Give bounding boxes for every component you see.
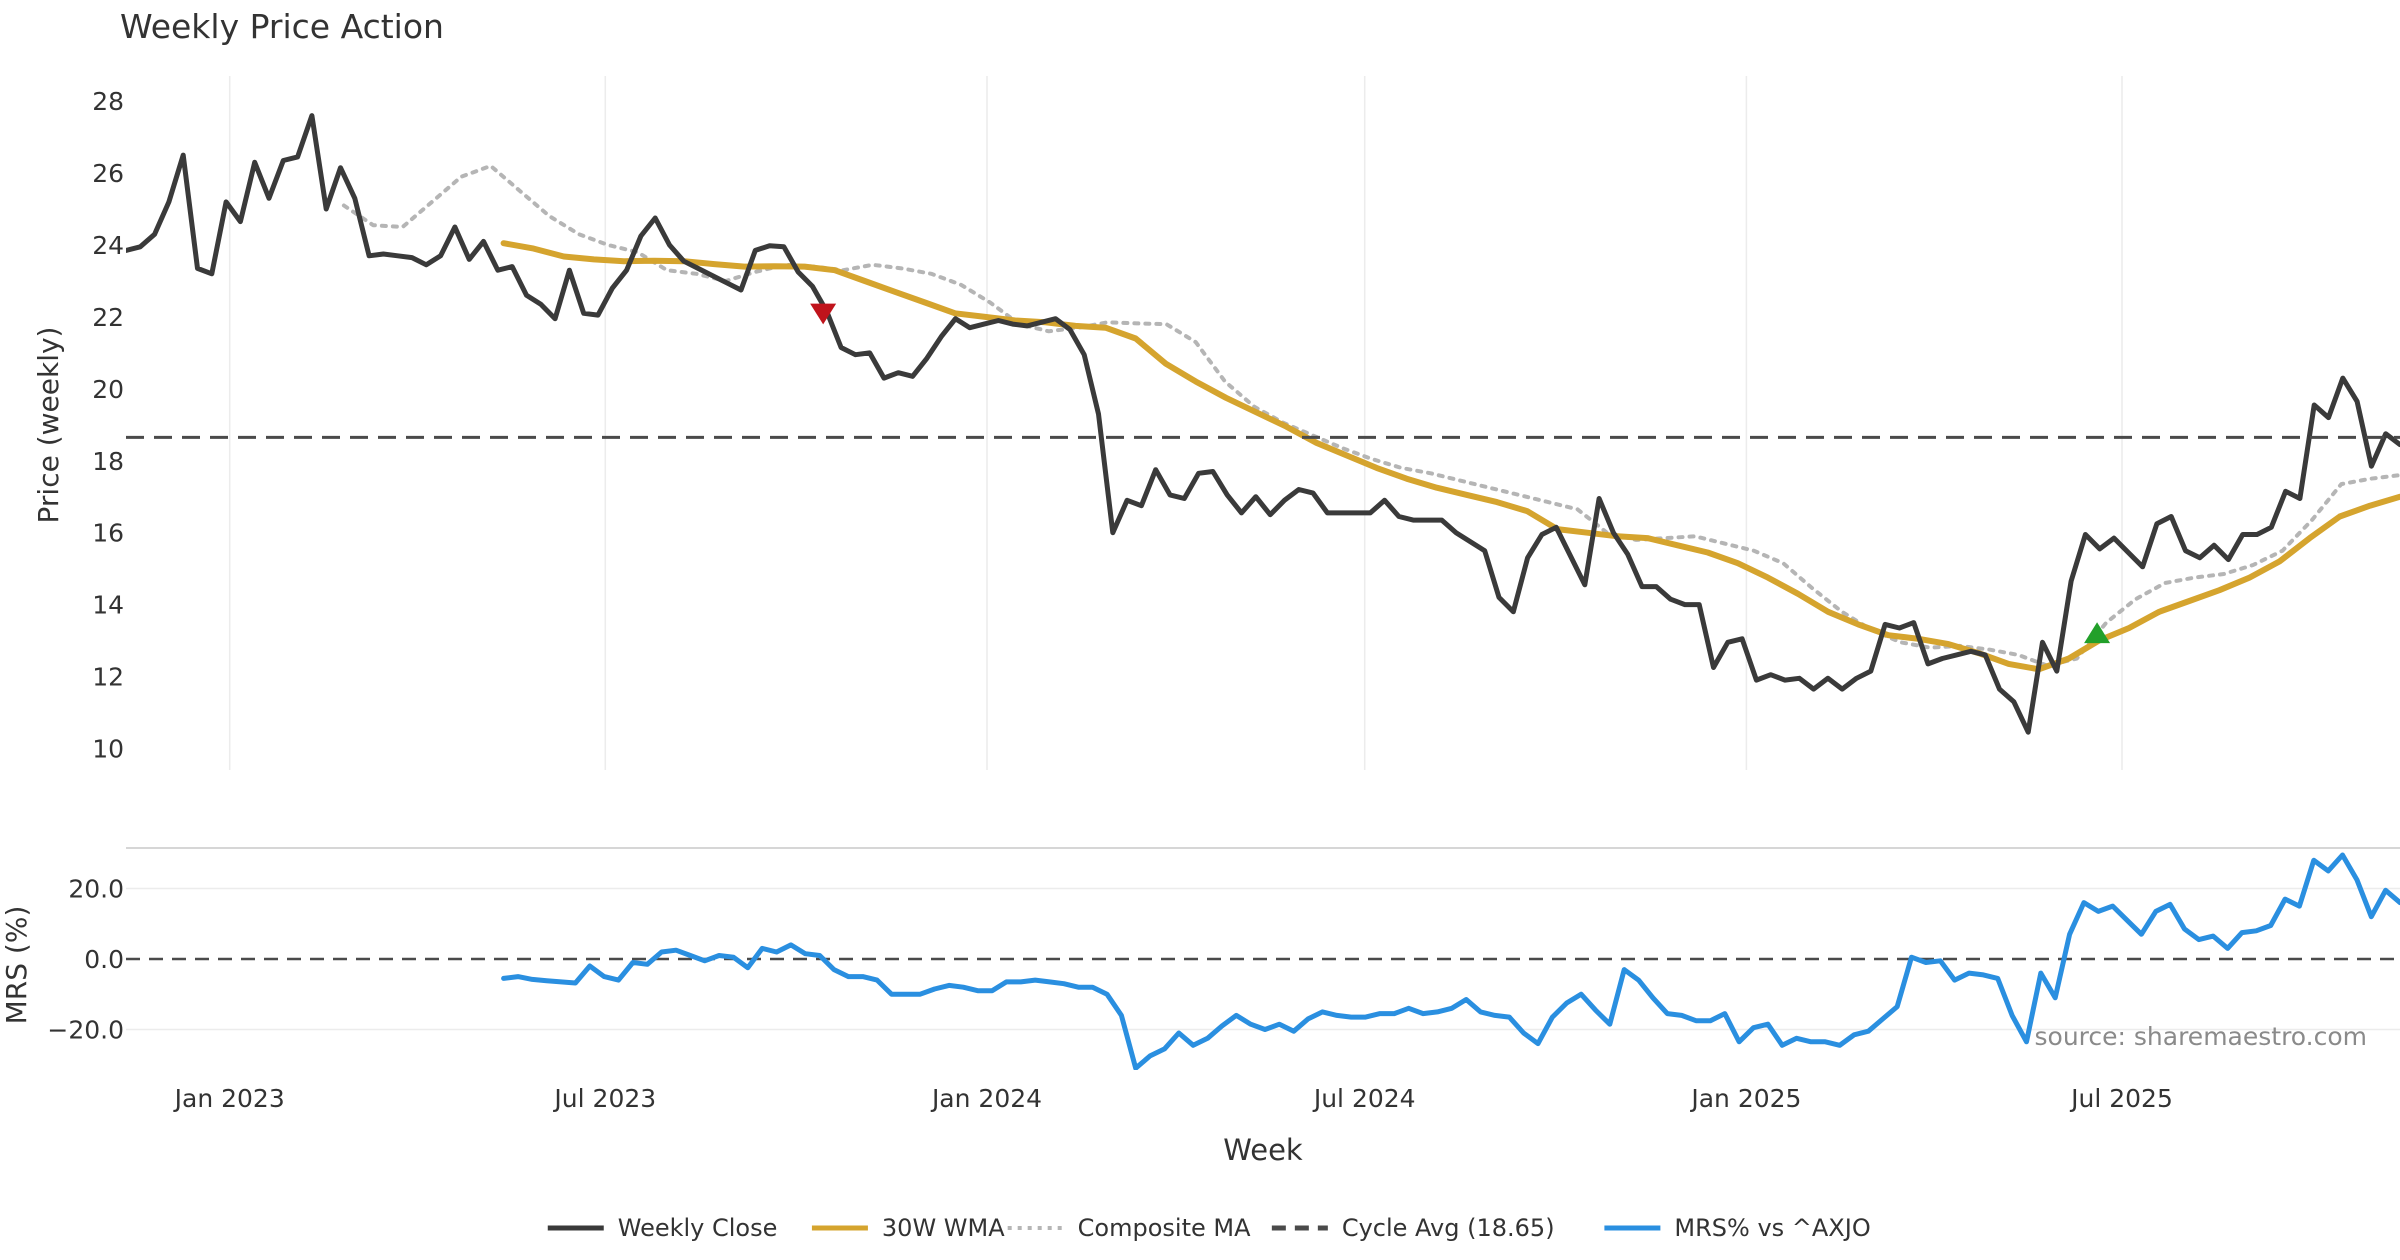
mrs-tick-20: −20.0 [47,1016,124,1045]
series-weekly-close [126,113,2400,735]
legend-label-cycle-avg-18-65: Cycle Avg (18.65) [1342,1214,1555,1242]
x-tick-jul-2025: Jul 2025 [2069,1084,2173,1113]
x-tick-labels: Jan 2023 Jul 2023 Jan 2024 Jul 2024 Jan 2025… [173,1084,2173,1113]
price-tick-20: 20 [92,375,124,404]
legend-label-weekly-close: Weekly Close [618,1214,778,1242]
signal-markers [810,303,2111,644]
legend: Weekly Close 30W WMA Composite MA Cycle Avg… [547,1214,1871,1242]
price-grid [228,76,2123,770]
mrs-grid [126,887,2400,1031]
x-tick-jul-2023: Jul 2023 [552,1084,656,1113]
price-axis-label: Price (weekly) [32,327,65,524]
x-tick-jan-2024: Jan 2024 [930,1084,1042,1113]
x-tick-jan-2023: Jan 2023 [173,1084,285,1113]
legend-item-mrs-vs-axjo: MRS% vs ^AXJO [1604,1214,1871,1242]
mrs-tick-20: 20.0 [68,875,124,904]
buy-signal-marker [2084,622,2111,644]
series-30w-wma [500,240,2400,673]
chart-title: Weekly Price Action [120,7,444,46]
x-axis-label: Week [1223,1133,1303,1167]
x-tick-jul-2024: Jul 2024 [1312,1084,1416,1113]
price-tick-26: 26 [92,159,124,188]
mrs-series [501,852,2400,1070]
price-tick-16: 16 [92,519,124,548]
x-tick-jan-2025: Jan 2025 [1689,1084,1801,1113]
price-tick-22: 22 [92,303,124,332]
sell-signal-marker [810,303,837,325]
legend-item-weekly-close: Weekly Close [547,1214,778,1242]
mrs-tick-0: 0.0 [84,945,124,974]
mrs-y-ticks: −20.0 0.0 20.0 [47,875,124,1045]
price-tick-24: 24 [92,231,124,260]
legend-label-composite-ma: Composite MA [1078,1214,1251,1242]
series-mrs-vs-axjo [501,852,2400,1070]
price-tick-14: 14 [92,591,124,620]
legend-item-composite-ma: Composite MA [1007,1214,1251,1242]
series-composite-ma [341,163,2400,668]
legend-item-30w-wma: 30W WMA [811,1214,1005,1242]
legend-label-30w-wma: 30W WMA [882,1214,1005,1242]
price-tick-12: 12 [92,663,124,692]
source-credit: source: sharemaestro.com [2035,1022,2368,1051]
legend-label-mrs-vs-axjo: MRS% vs ^AXJO [1674,1214,1870,1242]
price-tick-10: 10 [92,734,124,763]
price-tick-18: 18 [92,447,124,476]
price-tick-28: 28 [92,87,124,116]
legend-item-cycle-avg-18-65: Cycle Avg (18.65) [1271,1214,1555,1242]
price-y-ticks: 10 12 14 16 18 20 22 24 26 28 [92,87,124,763]
price-series [126,113,2400,735]
mrs-axis-label: MRS (%) [0,906,33,1025]
